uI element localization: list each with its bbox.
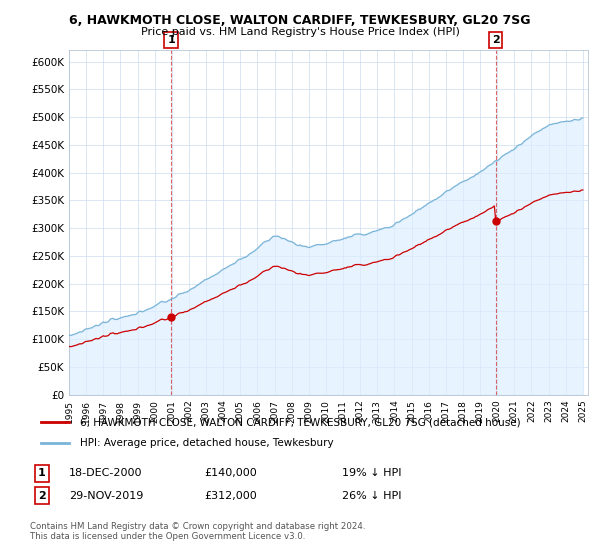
- Text: 6, HAWKMOTH CLOSE, WALTON CARDIFF, TEWKESBURY, GL20 7SG: 6, HAWKMOTH CLOSE, WALTON CARDIFF, TEWKE…: [69, 14, 531, 27]
- Text: £312,000: £312,000: [204, 491, 257, 501]
- Text: Price paid vs. HM Land Registry's House Price Index (HPI): Price paid vs. HM Land Registry's House …: [140, 27, 460, 37]
- Text: 2: 2: [38, 491, 46, 501]
- Text: 1: 1: [167, 35, 175, 45]
- Text: £140,000: £140,000: [204, 468, 257, 478]
- Text: 29-NOV-2019: 29-NOV-2019: [69, 491, 143, 501]
- Text: 18-DEC-2000: 18-DEC-2000: [69, 468, 143, 478]
- Text: 2: 2: [492, 35, 500, 45]
- Text: 26% ↓ HPI: 26% ↓ HPI: [342, 491, 401, 501]
- Text: Contains HM Land Registry data © Crown copyright and database right 2024.
This d: Contains HM Land Registry data © Crown c…: [30, 522, 365, 542]
- Text: 6, HAWKMOTH CLOSE, WALTON CARDIFF, TEWKESBURY, GL20 7SG (detached house): 6, HAWKMOTH CLOSE, WALTON CARDIFF, TEWKE…: [80, 417, 520, 427]
- Text: HPI: Average price, detached house, Tewkesbury: HPI: Average price, detached house, Tewk…: [80, 438, 334, 448]
- Text: 1: 1: [38, 468, 46, 478]
- Text: 19% ↓ HPI: 19% ↓ HPI: [342, 468, 401, 478]
